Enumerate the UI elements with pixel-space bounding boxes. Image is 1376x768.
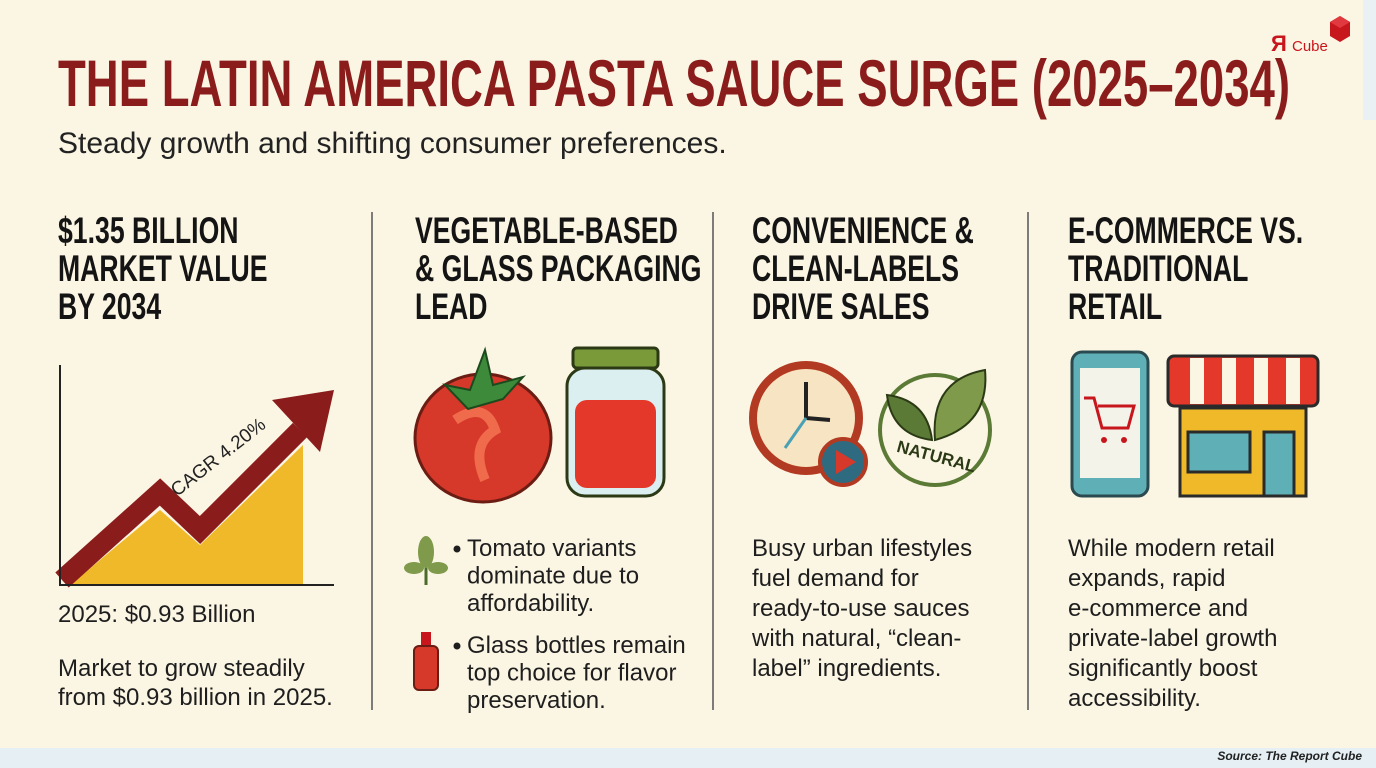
- heading-line: CONVENIENCE &: [752, 210, 974, 251]
- heading-line: LEAD: [415, 286, 487, 327]
- bullet-line: preservation.: [467, 687, 606, 714]
- bottle-icon: [413, 632, 439, 691]
- logo-text: Cube: [1292, 38, 1328, 55]
- bullet-line: Tomato variants: [467, 535, 636, 562]
- heading-line: BY 2034: [58, 286, 161, 327]
- clock-icon: [749, 361, 868, 487]
- body-line: expands, rapid: [1068, 565, 1225, 592]
- bullet-line: affordability.: [467, 590, 594, 617]
- body-line: with natural, “clean-: [751, 625, 961, 652]
- bullet-dot: [453, 545, 461, 553]
- footer-strip: [0, 748, 1376, 768]
- title: THE LATIN AMERICA PASTA SAUCE SURGE (202…: [58, 46, 1290, 120]
- body-line: ready-to-use sauces: [752, 595, 969, 622]
- body-line: While modern retail: [1068, 535, 1275, 562]
- dividers: [371, 212, 1029, 710]
- body-line: private-label growth: [1068, 625, 1277, 652]
- bullet-line: dominate due to: [467, 563, 639, 590]
- heading-line: & GLASS PACKAGING: [415, 248, 701, 289]
- body-line: fuel demand for: [752, 565, 919, 592]
- heading-line: DRIVE SALES: [752, 286, 930, 327]
- heading-line: CLEAN-LABELS: [752, 248, 959, 289]
- logo: Я Cube: [1271, 16, 1350, 56]
- heading-line: VEGETABLE-BASED: [415, 210, 678, 251]
- store-icon: [1166, 354, 1320, 498]
- body-line: significantly boost: [1068, 655, 1258, 682]
- tomato-icon: [413, 346, 553, 504]
- heading-line: RETAIL: [1068, 286, 1162, 327]
- phone-icon: [1070, 350, 1150, 498]
- subtitle: Steady growth and shifting consumer pref…: [58, 127, 727, 160]
- body-line: label” ingredients.: [752, 655, 941, 682]
- source: Source: The Report Cube: [1217, 749, 1362, 763]
- jar-icon: [565, 346, 666, 498]
- logo-mark: Я: [1271, 31, 1287, 56]
- bullet-line: Glass bottles remain: [467, 632, 686, 659]
- edge-strip: [1363, 0, 1376, 120]
- heading-line: $1.35 BILLION: [58, 210, 239, 251]
- body-line: e-commerce and: [1068, 595, 1248, 622]
- heading-line: TRADITIONAL: [1068, 248, 1248, 289]
- heading-line: E-COMMERCE VS.: [1068, 210, 1303, 251]
- body-line: Market to grow steadily: [58, 655, 305, 682]
- body-line: Busy urban lifestyles: [752, 535, 972, 562]
- caption: 2025: $0.93 Billion: [58, 601, 255, 628]
- bullet-line: top choice for flavor: [467, 660, 676, 687]
- body-line: accessibility.: [1068, 685, 1201, 712]
- heading-line: MARKET VALUE: [58, 248, 268, 289]
- bullet-dot: [453, 642, 461, 650]
- sprout-icon: [404, 536, 448, 585]
- body-line: from $0.93 billion in 2025.: [58, 684, 333, 711]
